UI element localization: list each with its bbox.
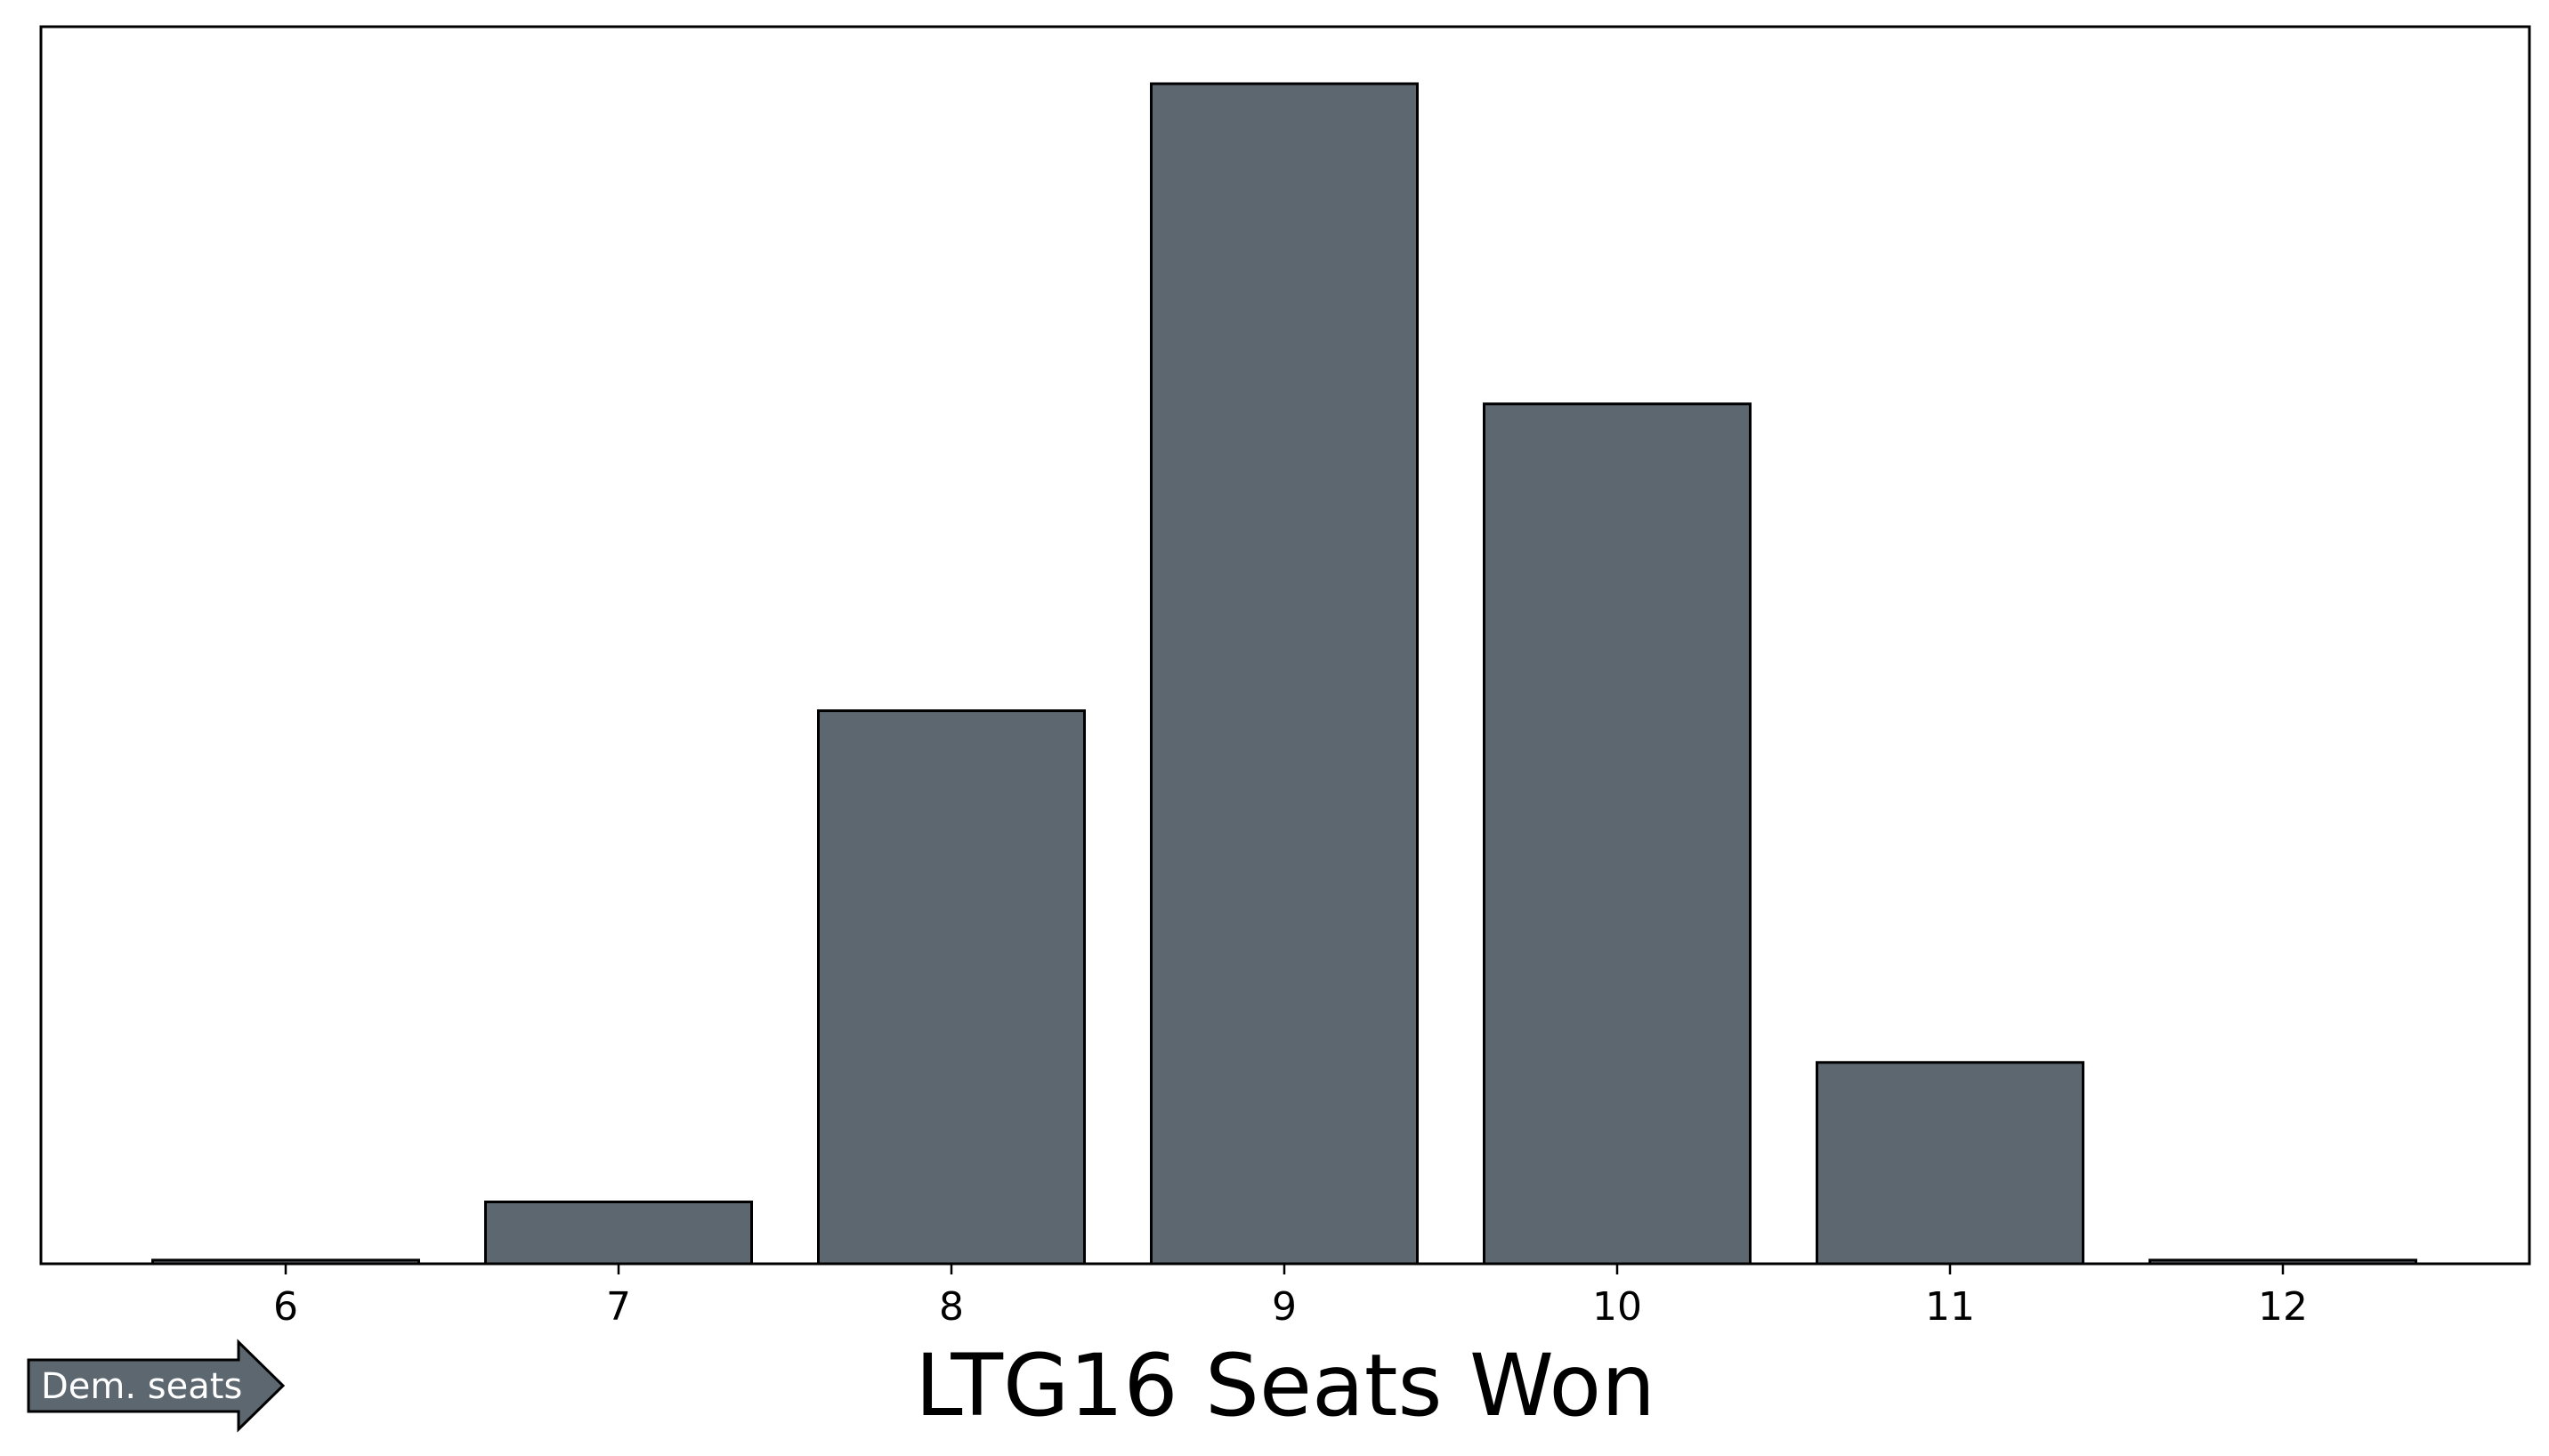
dem-seats-arrow: Dem. seats — [27, 1339, 286, 1433]
bar-11 — [1816, 1061, 2084, 1266]
bars-group — [151, 82, 2417, 1266]
x-tick-label: 8 — [939, 1284, 964, 1330]
x-tick-label: 6 — [273, 1284, 298, 1330]
bar-8 — [817, 709, 1086, 1266]
x-tick-label: 10 — [1592, 1284, 1642, 1330]
x-tick-label: 12 — [2258, 1284, 2308, 1330]
x-ticks-group: 6 7 8 9 10 11 12 — [273, 1264, 2308, 1330]
x-tick-label: 7 — [606, 1284, 631, 1330]
bar-10 — [1483, 402, 1752, 1266]
x-axis-label: LTG16 Seats Won — [915, 1336, 1655, 1436]
bar-9 — [1150, 82, 1419, 1266]
plot-frame — [39, 25, 2531, 1266]
arrow-label: Dem. seats — [41, 1366, 242, 1407]
bar-7 — [484, 1201, 753, 1266]
x-tick-label: 11 — [1925, 1284, 1975, 1330]
right-arrow-icon — [27, 1339, 286, 1433]
x-tick-label: 9 — [1272, 1284, 1297, 1330]
